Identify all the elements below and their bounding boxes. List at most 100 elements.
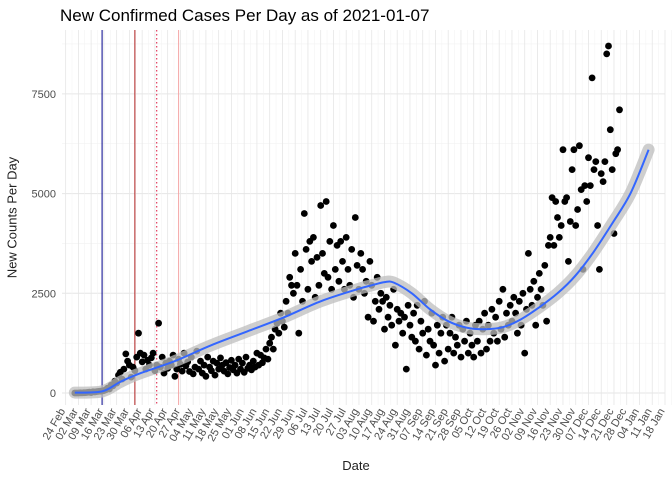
data-point: [461, 337, 468, 345]
data-point: [470, 353, 478, 361]
data-point: [588, 74, 596, 82]
data-point: [543, 317, 550, 325]
data-point: [282, 297, 290, 305]
data-point: [563, 194, 570, 202]
data-point: [515, 297, 523, 305]
data-point: [605, 42, 612, 50]
data-point: [381, 325, 388, 333]
data-point: [275, 329, 283, 337]
data-point: [211, 371, 219, 379]
data-point: [474, 337, 481, 345]
data-point: [140, 351, 148, 359]
data-point: [537, 285, 545, 293]
data-point: [457, 353, 465, 361]
data-point: [297, 266, 304, 273]
data-point: [559, 146, 567, 154]
data-point: [295, 329, 303, 337]
data-point: [541, 262, 549, 269]
data-point: [603, 50, 611, 58]
data-point: [601, 158, 609, 166]
data-point: [364, 313, 372, 321]
data-point: [492, 313, 499, 321]
smooth-line: [74, 149, 650, 394]
data-point: [481, 309, 488, 317]
data-point: [419, 329, 427, 337]
data-point: [189, 370, 197, 378]
data-point: [435, 349, 443, 357]
data-point: [581, 182, 589, 190]
data-point: [266, 339, 274, 347]
data-point: [293, 281, 301, 289]
data-point: [264, 355, 272, 363]
data-point: [488, 305, 496, 313]
data-point: [599, 178, 607, 186]
data-point: [317, 202, 325, 209]
data-point: [202, 372, 210, 380]
data-point: [330, 222, 337, 229]
data-point: [231, 361, 239, 369]
data-point: [614, 146, 621, 154]
data-point: [550, 242, 558, 249]
chart-title: New Confirmed Cases Per Day as of 2021-0…: [60, 6, 430, 25]
data-point: [468, 341, 476, 349]
data-point: [375, 305, 383, 313]
x-axis-label: Date: [342, 458, 370, 473]
data-point: [135, 329, 142, 337]
data-point: [464, 349, 472, 357]
data-point: [310, 234, 317, 241]
reference-lines: [101, 30, 180, 405]
data-point: [359, 266, 366, 273]
data-point: [592, 158, 600, 166]
data-point: [384, 313, 392, 321]
data-point: [204, 353, 212, 361]
data-point: [557, 222, 565, 229]
data-point: [222, 359, 230, 367]
data-point: [546, 234, 554, 241]
data-point: [269, 345, 277, 353]
data-point: [377, 289, 385, 297]
data-point: [401, 313, 408, 321]
data-point: [432, 361, 439, 369]
data-point: [399, 329, 407, 337]
data-point: [239, 359, 246, 367]
data-point: [415, 345, 423, 353]
data-point: [302, 246, 310, 253]
data-point: [510, 293, 518, 301]
data-point: [501, 333, 509, 341]
data-point: [370, 317, 377, 325]
data-point: [545, 242, 552, 249]
data-point: [268, 333, 275, 341]
data-point: [217, 354, 224, 362]
data-point: [178, 367, 186, 375]
data-point: [423, 351, 430, 359]
data-point: [554, 214, 561, 221]
data-point: [348, 246, 356, 253]
data-point: [450, 349, 458, 357]
data-point: [565, 258, 572, 265]
data-point: [395, 317, 403, 325]
data-point: [526, 285, 534, 293]
data-point: [149, 349, 157, 357]
data-point: [503, 309, 510, 317]
data-point: [585, 154, 592, 162]
data-point: [388, 321, 396, 329]
data-point: [313, 254, 321, 261]
data-point: [382, 293, 390, 301]
data-point: [228, 356, 235, 364]
data-point: [406, 321, 414, 329]
data-point: [412, 337, 419, 345]
data-point: [495, 297, 503, 305]
data-point: [519, 289, 527, 297]
data-point: [475, 317, 483, 325]
data-point: [534, 293, 541, 301]
data-point: [521, 349, 529, 357]
data-point: [616, 106, 623, 114]
data-point: [570, 146, 578, 154]
data-point: [371, 297, 379, 305]
y-tick-label: 0: [50, 388, 56, 400]
data-point: [288, 281, 295, 289]
y-tick-label: 5000: [32, 189, 56, 201]
data-point: [304, 285, 312, 293]
data-point: [597, 170, 605, 178]
